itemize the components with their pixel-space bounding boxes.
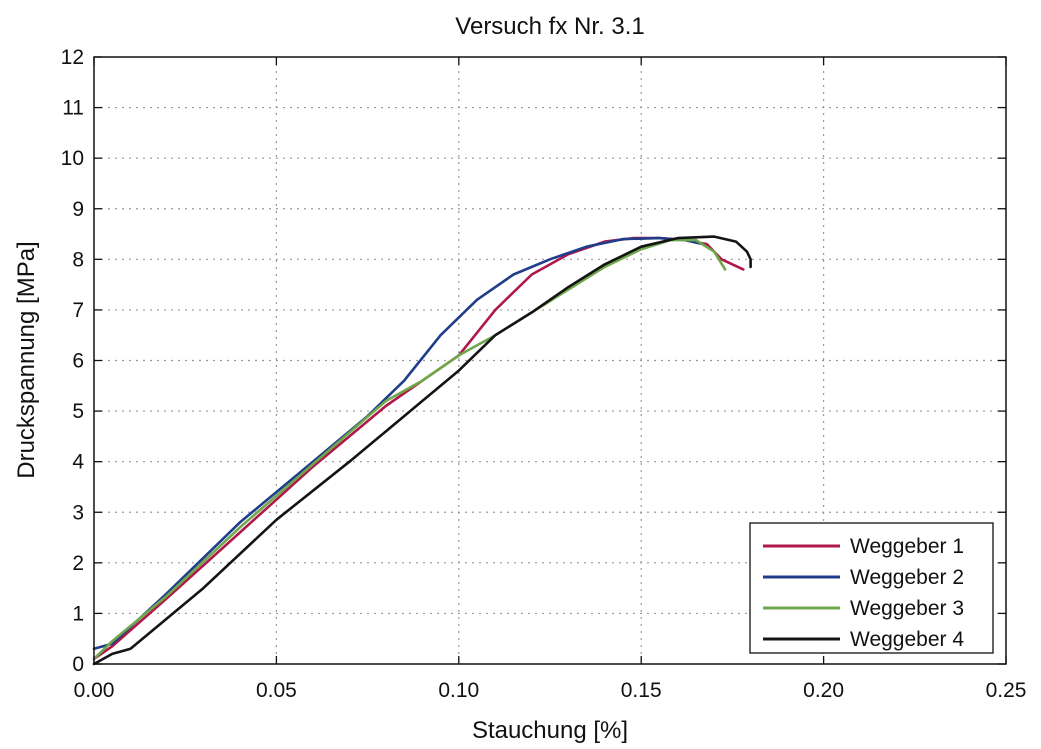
y-tick-label: 6: [72, 350, 84, 373]
x-tick-label: 0.05: [256, 679, 297, 702]
x-axis-label: Stauchung [%]: [472, 717, 628, 744]
x-tick-label: 0.25: [986, 679, 1027, 702]
legend-label-weggeber-1: Weggeber 1: [850, 535, 964, 558]
y-axis-label: Druckspannung [MPa]: [13, 241, 40, 478]
axis-ticks: [93, 56, 1007, 665]
y-tick-label: 3: [72, 501, 84, 524]
x-tick-label: 0.00: [74, 679, 115, 702]
x-tick-label: 0.10: [438, 679, 479, 702]
y-tick-label: 12: [61, 46, 84, 69]
series-layer: [92, 235, 752, 666]
x-tick-label: 0.20: [803, 679, 844, 702]
y-tick-label: 0: [72, 653, 84, 676]
legend-label-weggeber-3: Weggeber 3: [850, 597, 964, 620]
y-tick-label: 11: [62, 97, 84, 120]
legend: Weggeber 1 Weggeber 2 Weggeber 3 Weggeber 4: [749, 522, 994, 654]
y-tick-label: 1: [72, 602, 84, 625]
legend-label-weggeber-4: Weggeber 4: [850, 628, 964, 651]
legend-label-weggeber-2: Weggeber 2: [850, 566, 964, 589]
y-tick-label: 4: [72, 451, 84, 474]
chart-title: Versuch fx Nr. 3.1: [455, 13, 644, 40]
y-tick-label: 2: [72, 552, 84, 575]
x-tick-label: 0.15: [621, 679, 662, 702]
y-tick-label: 7: [72, 299, 84, 322]
series-line-weggeber-4: [92, 235, 752, 666]
x-tick-labels: 0.00 0.05 0.10 0.15 0.20 0.25: [74, 679, 1027, 702]
y-tick-label: 8: [72, 248, 84, 271]
series-line-weggeber-2: [92, 236, 705, 651]
y-tick-label: 5: [72, 400, 84, 423]
y-tick-label: 9: [72, 198, 84, 221]
y-tick-label: 10: [61, 147, 84, 170]
